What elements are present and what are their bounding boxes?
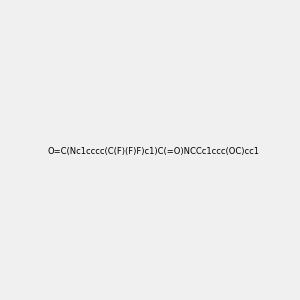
Text: O=C(Nc1cccc(C(F)(F)F)c1)C(=O)NCCc1ccc(OC)cc1: O=C(Nc1cccc(C(F)(F)F)c1)C(=O)NCCc1ccc(OC…: [48, 147, 260, 156]
